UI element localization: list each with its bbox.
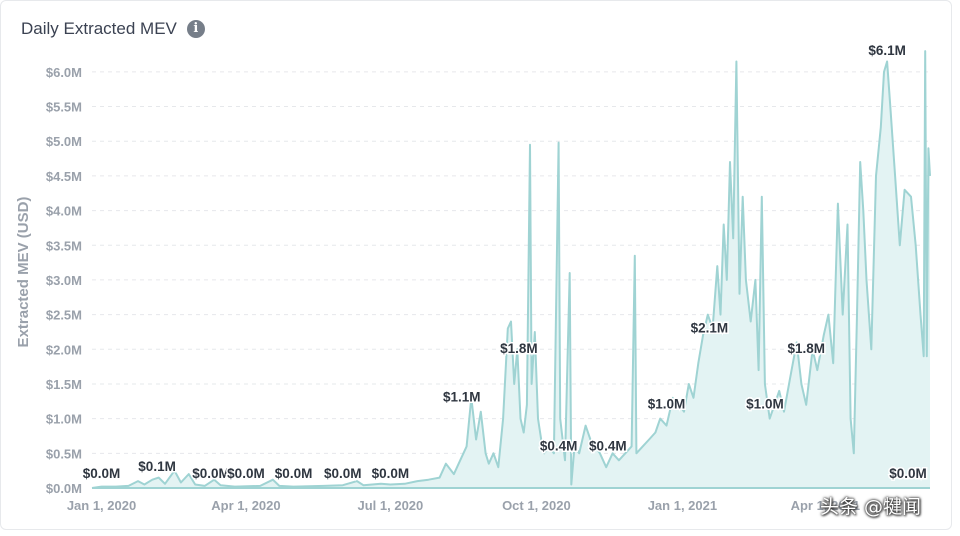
y-tick-label: $2.5M <box>46 308 82 323</box>
x-tick-label: Jan 1, 2021 <box>648 498 717 513</box>
x-axis: Jan 1, 2020 Apr 1, 2020 Jul 1, 2020 Oct 1, … <box>67 498 860 513</box>
info-icon[interactable]: i <box>186 20 205 38</box>
data-label: $0.1M <box>138 459 176 474</box>
series-line <box>91 50 931 489</box>
y-tick-label: $6.0M <box>46 65 82 80</box>
data-label: $0.0M <box>83 466 121 481</box>
data-label: $0.0M <box>372 466 410 481</box>
x-tick-label: Jul 1, 2020 <box>357 498 423 513</box>
data-label: $0.4M <box>589 438 627 453</box>
y-tick-label: $0.0M <box>46 481 82 496</box>
x-tick-label: Oct 1, 2020 <box>502 498 571 513</box>
y-tick-label: $5.0M <box>46 134 82 149</box>
y-tick-label: $1.0M <box>46 412 82 427</box>
x-tick-label: Jan 1, 2020 <box>67 498 136 513</box>
y-tick-label: $4.5M <box>46 169 82 184</box>
y-tick-label: $3.0M <box>46 273 82 288</box>
data-label: $0.4M <box>540 438 578 453</box>
y-axis: $0.0M $0.5M $1.0M $1.5M $2.0M $2.5M $3.0M $3.5M… <box>46 65 82 496</box>
data-label: $0.0M <box>227 466 265 481</box>
watermark: 头条 @犍闻 <box>820 496 922 518</box>
x-tick-label: Apr 1, 2020 <box>211 498 280 513</box>
data-label: $1.8M <box>787 341 825 356</box>
data-label: $1.1M <box>443 390 481 405</box>
data-label: $1.0M <box>648 397 686 412</box>
y-tick-label: $4.0M <box>46 204 82 219</box>
chart-header: Daily Extracted MEV i <box>21 19 205 39</box>
y-axis-title: Extracted MEV (USD) <box>15 197 32 348</box>
data-label: $1.0M <box>746 397 784 412</box>
y-tick-label: $0.5M <box>46 446 82 461</box>
data-label: $0.0M <box>275 466 313 481</box>
data-labels: $0.0M $0.1M $0.0M$0.0M $0.0M $0.0M $0.0M$1.1M… <box>81 41 928 482</box>
series-area <box>91 50 931 489</box>
data-label: $0.0M <box>324 466 362 481</box>
y-tick-label: $1.5M <box>46 377 82 392</box>
data-label: $0.0M <box>192 466 230 481</box>
data-label: $2.1M <box>691 320 729 335</box>
chart-title: Daily Extracted MEV <box>21 19 177 38</box>
y-tick-label: $2.0M <box>46 342 82 357</box>
data-label: $0.0M <box>889 466 927 481</box>
y-tick-label: $3.5M <box>46 238 82 253</box>
y-tick-label: $5.5M <box>46 100 82 115</box>
series-fill <box>92 51 930 488</box>
data-label: $6.1M <box>868 43 906 58</box>
x-tick-label: Apr 1, 2021 <box>791 498 860 513</box>
data-label: $1.8M <box>500 341 538 356</box>
